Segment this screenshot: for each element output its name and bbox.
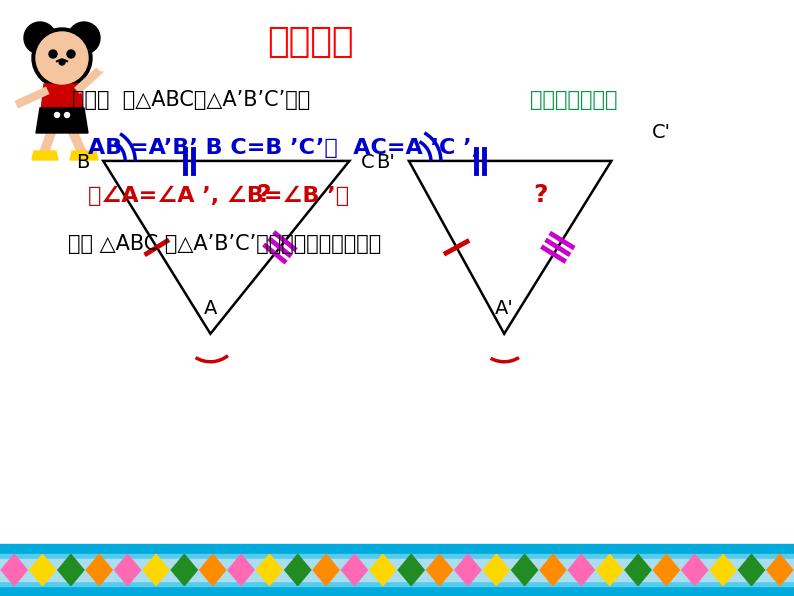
Polygon shape [285, 554, 310, 586]
Polygon shape [1, 554, 27, 586]
Circle shape [96, 55, 112, 71]
Polygon shape [370, 554, 396, 586]
Text: B': B' [376, 153, 395, 172]
Polygon shape [36, 108, 88, 133]
Polygon shape [426, 554, 453, 586]
Text: AB =A’B’ B C=B ’C’，  AC=A ’C ’,: AB =A’B’ B C=B ’C’， AC=A ’C ’, [88, 138, 480, 158]
Text: 如果满足条件：: 如果满足条件： [530, 90, 618, 110]
Polygon shape [143, 554, 169, 586]
Polygon shape [484, 554, 509, 586]
Circle shape [59, 59, 65, 65]
Text: A: A [204, 299, 217, 318]
Polygon shape [710, 554, 736, 586]
Circle shape [36, 32, 88, 84]
Polygon shape [114, 554, 141, 586]
Text: ?: ? [256, 183, 271, 207]
Text: B: B [76, 153, 89, 172]
Bar [0, 554, 794, 586]
Polygon shape [256, 554, 283, 586]
Polygon shape [87, 554, 112, 586]
Polygon shape [341, 554, 368, 586]
Polygon shape [29, 554, 56, 586]
Text: 且∠A=∠A ’, ∠B=∠B ’。: 且∠A=∠A ’, ∠B=∠B ’。 [88, 186, 349, 206]
Polygon shape [653, 554, 680, 586]
Polygon shape [228, 554, 254, 586]
Bar [0, 544, 794, 596]
Circle shape [64, 113, 70, 117]
Polygon shape [596, 554, 622, 586]
Polygon shape [40, 84, 84, 120]
Circle shape [32, 28, 92, 88]
Circle shape [55, 113, 60, 117]
Text: 问题思考: 问题思考 [267, 25, 353, 59]
Polygon shape [32, 151, 58, 160]
Polygon shape [569, 554, 595, 586]
Text: A': A' [495, 299, 514, 318]
Circle shape [49, 50, 57, 58]
Polygon shape [511, 554, 538, 586]
Text: 那么 △ABC 与△A’B’C’是否全等呢？为什么？: 那么 △ABC 与△A’B’C’是否全等呢？为什么？ [68, 234, 381, 254]
Polygon shape [767, 554, 793, 586]
Polygon shape [540, 554, 566, 586]
Text: 如图，  在△ABC和△A’B’C’中，: 如图， 在△ABC和△A’B’C’中， [72, 90, 310, 110]
Polygon shape [172, 554, 198, 586]
Text: C: C [361, 153, 375, 172]
Polygon shape [199, 554, 225, 586]
Polygon shape [313, 554, 339, 586]
Polygon shape [455, 554, 481, 586]
Polygon shape [58, 554, 84, 586]
Circle shape [24, 22, 56, 54]
Bar [0, 559, 794, 581]
Text: ?: ? [534, 183, 548, 207]
Polygon shape [738, 554, 765, 586]
Circle shape [67, 50, 75, 58]
Polygon shape [625, 554, 651, 586]
Text: C': C' [651, 123, 670, 142]
Polygon shape [682, 554, 707, 586]
Polygon shape [398, 554, 424, 586]
Circle shape [68, 22, 100, 54]
Polygon shape [70, 151, 98, 160]
